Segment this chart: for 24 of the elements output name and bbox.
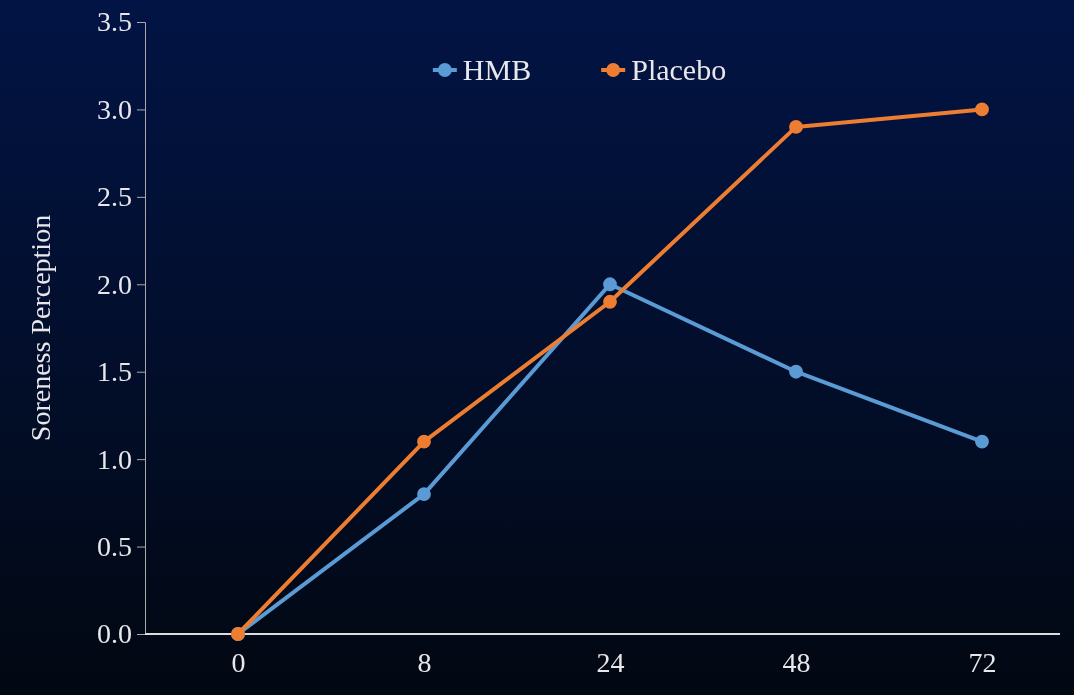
y-tick-label: 3.5 <box>97 6 132 38</box>
y-tick-label: 0.0 <box>97 618 132 650</box>
point <box>975 102 989 117</box>
y-tick-label: 1.0 <box>97 443 132 475</box>
y-axis-title: Soreness Perception <box>25 214 56 442</box>
x-tick-label: 0 <box>231 647 246 678</box>
point <box>417 487 431 502</box>
legend-label: Placebo <box>631 53 727 86</box>
point <box>603 294 617 309</box>
x-tick-label: 8 <box>417 647 432 678</box>
point <box>975 434 989 449</box>
point <box>789 364 803 379</box>
x-tick-label: 24 <box>596 647 625 678</box>
y-tick-label: 2.0 <box>97 268 132 300</box>
y-tick-label: 2.5 <box>97 181 132 213</box>
y-tick-label: 1.5 <box>97 356 132 388</box>
y-tick-label: 3.0 <box>97 93 132 125</box>
point <box>789 120 803 134</box>
y-tick-label: 0.5 <box>97 531 132 563</box>
x-tick-label: 72 <box>968 647 997 678</box>
x-tick-label: 48 <box>782 647 811 678</box>
legend-label: HMB <box>462 53 532 86</box>
point <box>603 277 617 292</box>
point <box>417 434 431 449</box>
